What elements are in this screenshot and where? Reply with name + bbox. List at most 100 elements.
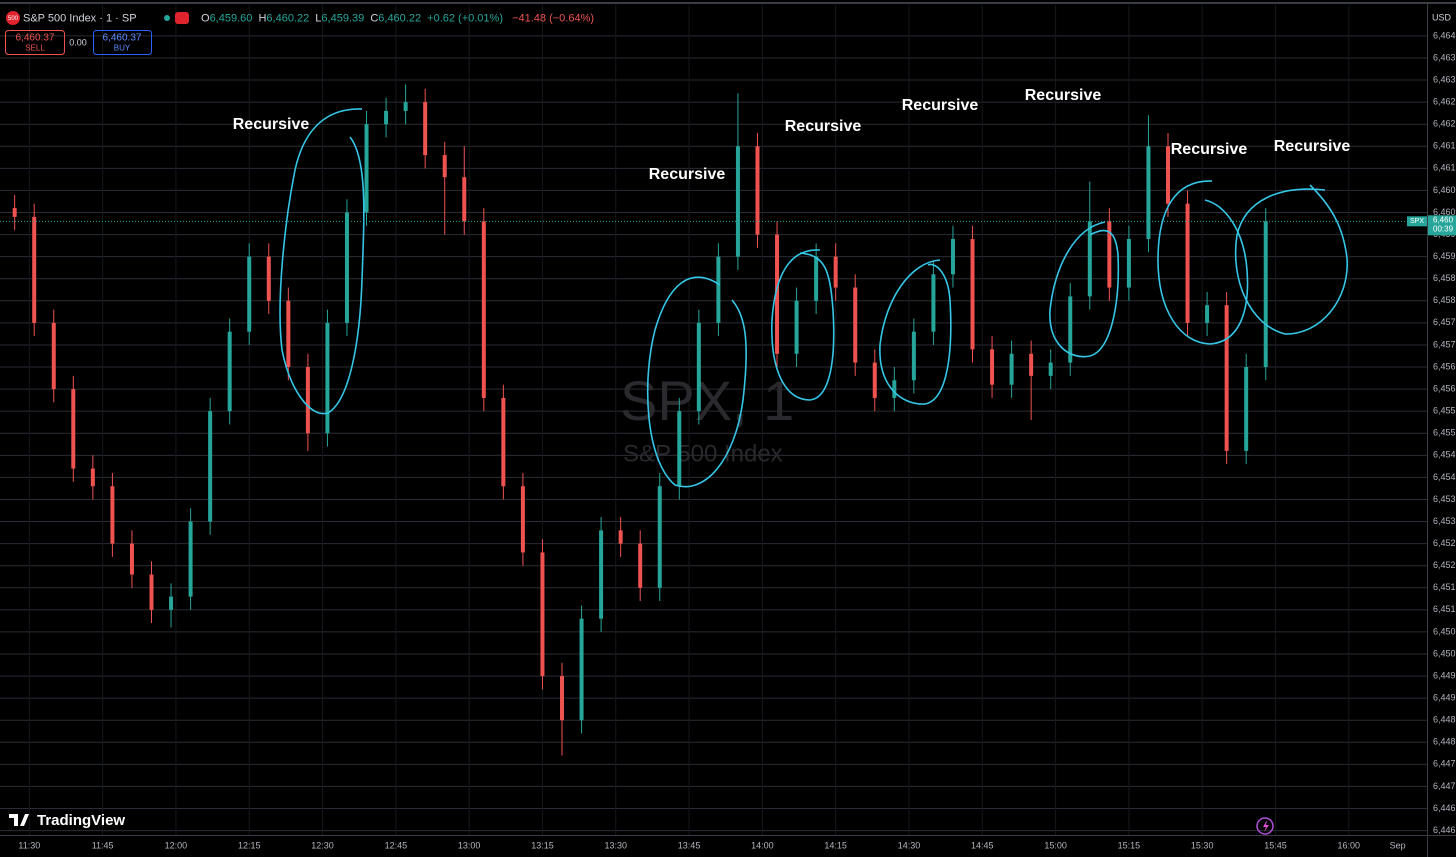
candle-body [325, 322, 330, 434]
y-tick-label: 6,449 [1433, 670, 1456, 680]
y-tick-label: 6,464 [1433, 30, 1456, 40]
buy-label[interactable]: BUY [114, 44, 131, 53]
axes: 6,464 6,463 6,463 6,462 6,462 6,461 6,461 6,460… [18, 30, 1455, 850]
ticker-tag: SPX [1410, 218, 1424, 225]
candle-body [677, 411, 682, 487]
candle-body [208, 411, 213, 522]
candle-body [149, 574, 154, 610]
candle-body [1205, 305, 1210, 323]
candle-body [501, 397, 506, 487]
x-tick-label: 13:15 [531, 840, 554, 850]
x-tick-label: 15:30 [1191, 840, 1214, 850]
candle-body [716, 256, 721, 323]
logo-text: 500 [8, 16, 19, 22]
candle-body [657, 486, 662, 588]
y-tick-label: 6,448 [1433, 737, 1456, 747]
y-tick-label: 6,460 [1433, 185, 1456, 195]
change: +0.62 (+0.01%) [427, 12, 503, 24]
candle-body [892, 380, 897, 398]
y-tick-label: 6,457 [1433, 339, 1456, 349]
x-tick-label: 15:15 [1118, 840, 1141, 850]
candles [12, 84, 1268, 756]
brand: TradingView [9, 812, 125, 829]
y-tick-label: 6,455 [1433, 406, 1456, 416]
candle-body [853, 287, 858, 363]
y-tick-label: 6,454 [1433, 472, 1456, 482]
spread: 0.00 [69, 37, 87, 47]
x-tick-label: 12:30 [311, 840, 334, 850]
x-tick-label: 13:00 [458, 840, 481, 850]
brand-logo [9, 814, 29, 826]
y-tick-label: 6,447 [1433, 759, 1456, 769]
buy-button[interactable] [93, 30, 152, 55]
candle-body [344, 212, 349, 323]
h-value: 6,460.22 [266, 12, 309, 24]
drawn-circle [646, 276, 747, 488]
candle-body [990, 349, 995, 385]
x-tick-label: 14:45 [971, 840, 994, 850]
candle-body [1048, 362, 1053, 376]
annotation: Recursive [785, 118, 862, 135]
y-tick-label: 6,450 [1433, 648, 1456, 658]
candle-body [579, 618, 584, 721]
y-tick-label: 6,463 [1433, 52, 1456, 62]
annotation: Recursive [1171, 141, 1248, 158]
candle-body [1165, 146, 1170, 204]
y-tick-label: 6,457 [1433, 317, 1456, 327]
candle-body [931, 274, 936, 332]
x-tick-label: 16:00 [1338, 840, 1361, 850]
c-label: C [370, 12, 378, 24]
sell-label[interactable]: SELL [25, 44, 45, 53]
candle-body [403, 102, 408, 111]
candle-body [540, 552, 545, 677]
candle-body [1126, 238, 1131, 288]
x-tick-label: 15:45 [1264, 840, 1287, 850]
candle-body [1009, 353, 1014, 385]
alert-icon[interactable] [1256, 817, 1274, 835]
o-label: O [201, 12, 210, 24]
y-tick-label: 6,462 [1433, 119, 1456, 129]
buy-price[interactable]: 6,460.37 [103, 33, 142, 44]
annotation: Recursive [902, 97, 979, 114]
x-tick-label: 14:30 [898, 840, 921, 850]
drawn-circle [879, 259, 952, 405]
sell-price[interactable]: 6,460.37 [16, 33, 55, 44]
y-tick-label: 6,453 [1433, 494, 1456, 504]
candle-body [735, 146, 740, 257]
candle-body [1224, 305, 1229, 451]
candle-body [638, 543, 643, 588]
y-tick-label: 6,449 [1433, 693, 1456, 703]
candle-body [599, 530, 604, 619]
candle-body [814, 256, 819, 301]
y-tick-label: 6,448 [1433, 715, 1456, 725]
candle-body [110, 486, 115, 544]
price-tag-bg [1428, 215, 1456, 236]
y-tick-label: 6,463 [1433, 74, 1456, 84]
ohlc-line: O6,459.60 H6,460.22 L6,459.39 C6,460.22 … [201, 12, 594, 24]
candle-body [51, 322, 56, 390]
y-tick-label: 6,462 [1433, 97, 1456, 107]
y-tick-label: 6,458 [1433, 295, 1456, 305]
sell-button[interactable] [5, 30, 65, 55]
x-tick-label: 12:15 [238, 840, 261, 850]
candle-body [872, 362, 877, 398]
candle-body [1107, 221, 1112, 288]
candle-body [970, 238, 975, 350]
symbol: S&P 500 Index · 1 · SP [23, 12, 137, 24]
candle-body [266, 256, 271, 301]
y-tick-label: 6,454 [1433, 450, 1456, 460]
y-tick-label: 6,456 [1433, 361, 1456, 371]
y-tick-label: 6,452 [1433, 538, 1456, 548]
price-tag: 6,460 [1433, 215, 1454, 224]
candle-body [442, 155, 447, 178]
watermark: SPX, 1 S&P 500 Index [620, 369, 794, 468]
status-icon [175, 12, 189, 24]
drawn-circle [1157, 180, 1249, 345]
candle-body [1087, 221, 1092, 297]
y-tick-label: 6,455 [1433, 428, 1456, 438]
candle-body [305, 367, 310, 434]
annotation: Recursive [1025, 87, 1102, 104]
y-tick-label: 6,446 [1433, 825, 1456, 835]
